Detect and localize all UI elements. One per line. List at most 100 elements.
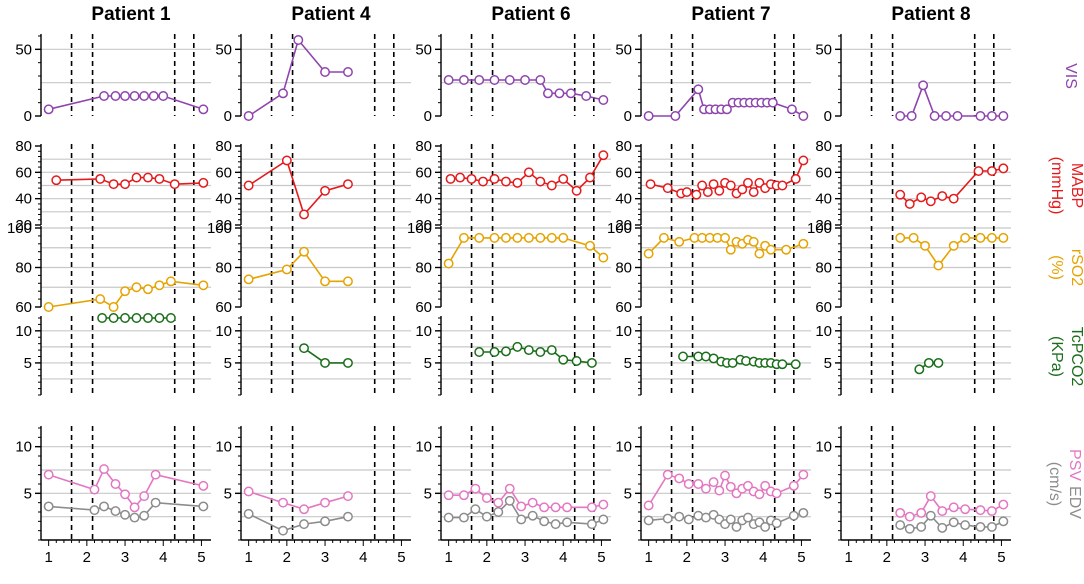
- data-point-rso2: [585, 240, 595, 251]
- data-point-psv: [771, 488, 782, 499]
- data-point-psv: [550, 502, 561, 513]
- data-point-mabp: [500, 176, 511, 187]
- y-tick-label: 80: [15, 260, 32, 277]
- data-point-psv: [198, 480, 209, 491]
- data-point-edv: [586, 519, 597, 530]
- x-tick-label: 1: [244, 549, 252, 566]
- data-point-mabp: [51, 175, 62, 186]
- data-point-psv: [998, 499, 1009, 510]
- data-point-edv: [948, 517, 959, 528]
- y-tick-label: 0: [224, 108, 232, 125]
- data-point-edv: [895, 520, 906, 531]
- panel-flow-1: 5 10 1 2 3 4 5: [15, 426, 211, 566]
- x-tick-label: 2: [883, 549, 891, 566]
- data-point-rso2: [658, 232, 669, 243]
- y-tick-label: 40: [615, 191, 632, 208]
- data-point-psv: [586, 502, 597, 513]
- data-point-vis: [110, 91, 121, 101]
- y-tick-label: 80: [415, 260, 432, 277]
- data-point-psv: [743, 480, 753, 491]
- data-point-psv: [937, 506, 948, 517]
- y-tick-label: 80: [415, 138, 432, 155]
- series-line-mabp: [248, 159, 349, 217]
- y-tick-label: 10: [415, 439, 432, 456]
- data-point-rso2: [120, 286, 130, 297]
- y-tick-label: 10: [615, 439, 632, 456]
- data-point-rso2: [960, 232, 971, 243]
- x-tick-label: 4: [959, 549, 967, 566]
- y-tick-label: 50: [415, 41, 432, 58]
- row-label-rso2-unit: (%): [1048, 255, 1065, 280]
- data-point-tcpco2: [546, 345, 557, 356]
- y-tick-label: 40: [215, 191, 232, 208]
- panel-rso2-5: 60 80 100: [807, 220, 1011, 316]
- data-point-mabp: [512, 177, 523, 188]
- data-point-rso2: [108, 302, 119, 312]
- y-tick-label: 0: [824, 108, 832, 125]
- series-line-psv: [248, 490, 349, 511]
- data-point-tcpco2: [914, 364, 925, 375]
- y-tick-label: 60: [815, 299, 832, 316]
- data-point-edv: [731, 521, 742, 532]
- panel-mabp-5: 20 40 60 80: [815, 138, 1011, 234]
- data-point-psv: [925, 491, 936, 502]
- data-point-vis: [693, 84, 704, 95]
- data-point-mabp: [343, 179, 353, 190]
- data-point-tcpco2: [143, 313, 153, 323]
- data-point-tcpco2: [535, 347, 546, 357]
- data-point-rso2: [458, 232, 469, 243]
- data-point-psv: [89, 484, 100, 495]
- data-point-psv: [470, 483, 481, 494]
- y-tick-label: 100: [7, 220, 32, 237]
- data-point-rso2: [474, 232, 485, 243]
- data-point-mabp: [455, 172, 466, 183]
- data-point-edv: [643, 515, 654, 526]
- data-point-mabp: [131, 172, 142, 183]
- data-point-rso2: [781, 244, 792, 255]
- data-point-vis: [941, 111, 952, 121]
- y-tick-label: 10: [15, 323, 32, 340]
- data-point-psv: [986, 506, 997, 517]
- x-tick-label: 2: [283, 549, 291, 566]
- data-point-vis: [929, 111, 940, 121]
- data-point-psv: [443, 490, 454, 501]
- data-point-edv: [198, 501, 209, 512]
- panel-flow-4: 5 10 1 2 3 4 5: [615, 426, 811, 566]
- panel-vis-5: 0 50: [815, 34, 1011, 125]
- data-point-edv: [798, 507, 809, 518]
- data-point-mabp: [95, 173, 106, 184]
- y-tick-label: 0: [424, 108, 432, 125]
- x-tick-label: 1: [444, 549, 452, 566]
- data-point-mabp: [681, 187, 692, 198]
- data-point-rso2: [43, 302, 54, 312]
- data-point-mabp: [998, 163, 1009, 174]
- row-label-rso2: rSO2: [1068, 249, 1084, 286]
- data-point-psv: [674, 473, 685, 484]
- data-point-vis: [343, 67, 353, 77]
- y-tick-label: 50: [15, 41, 32, 58]
- data-point-rso2: [674, 236, 685, 247]
- data-point-psv: [708, 477, 719, 488]
- x-tick-label: 5: [397, 549, 405, 566]
- data-point-psv: [714, 485, 725, 496]
- panel-tcpco2-3: 5 10: [415, 316, 611, 396]
- data-point-mabp: [169, 179, 180, 190]
- y-tick-label: 10: [215, 323, 232, 340]
- panel-title: Patient 1: [91, 4, 171, 25]
- data-point-tcpco2: [933, 357, 944, 368]
- data-point-psv: [539, 502, 550, 513]
- data-point-mabp: [737, 184, 748, 195]
- y-tick-label: 50: [815, 41, 832, 58]
- x-tick-label: 3: [121, 549, 129, 566]
- data-point-tcpco2: [512, 341, 523, 352]
- y-tick-label: 60: [15, 164, 32, 181]
- data-point-vis: [918, 80, 929, 91]
- series-line-vis: [248, 38, 348, 117]
- data-point-psv: [120, 489, 130, 500]
- data-point-tcpco2: [165, 313, 176, 323]
- panel-vis-4: 0 50: [615, 34, 811, 125]
- data-point-mabp: [973, 166, 984, 176]
- y-tick-label: 60: [215, 164, 232, 181]
- y-tick-label: 60: [415, 164, 432, 181]
- data-point-psv: [43, 469, 54, 480]
